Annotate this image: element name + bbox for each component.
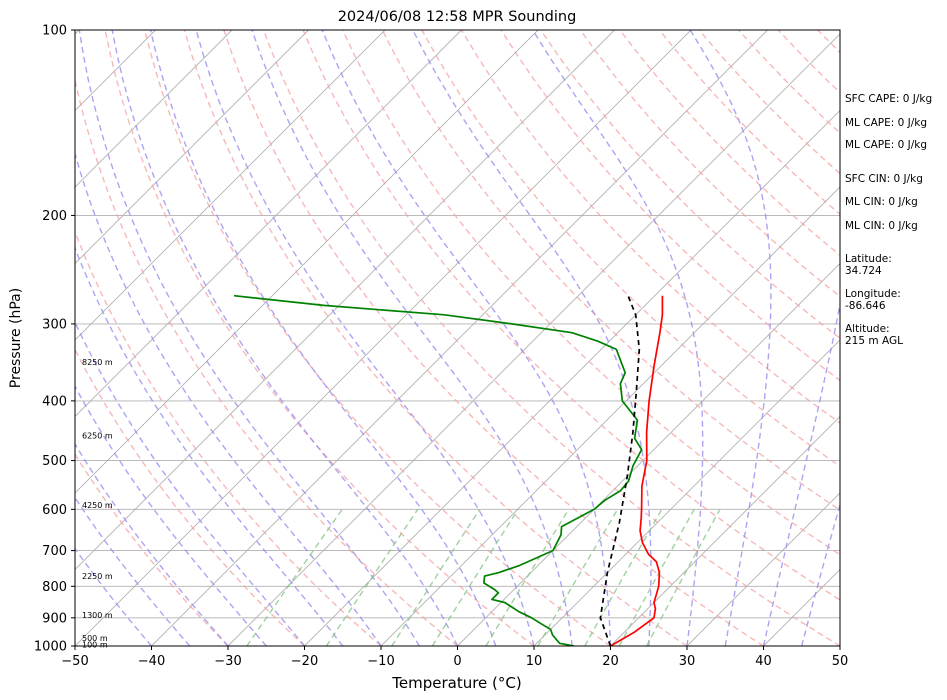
moist-adiabat [75, 151, 382, 646]
info-panel: SFC CAPE: 0 J/kg ML CAPE: 0 J/kg ML CAPE… [845, 93, 932, 347]
height-label: 8250 m [82, 358, 113, 367]
temperature-profile-line [610, 295, 664, 646]
height-label: 1300 m [82, 611, 113, 620]
mixing-ratio-line [431, 508, 519, 646]
dry-adiabat [75, 348, 305, 646]
x-tick-label: 0 [453, 654, 461, 669]
x-tick-label: 20 [602, 654, 619, 669]
isotherm-line [457, 262, 840, 646]
height-label: 500 m [82, 634, 108, 643]
data-series [233, 294, 664, 646]
x-tick-label: −40 [138, 654, 165, 669]
height-label: 6250 m [82, 431, 113, 440]
dry-adiabat [262, 30, 840, 646]
moist-adiabat [532, 30, 704, 646]
longitude-value: -86.646 [845, 300, 886, 312]
height-label: 2250 m [82, 572, 113, 581]
latitude-value: 34.724 [845, 265, 882, 277]
x-axis-label: Temperature (°C) [391, 674, 521, 692]
isotherm-line [610, 415, 840, 646]
isotherm-line [75, 30, 615, 571]
isotherm-line [686, 492, 840, 646]
dry-adiabat [104, 30, 535, 646]
mixing-ratio-line [645, 508, 721, 646]
x-tick-label: 40 [755, 654, 772, 669]
axis-ticks: −50 −40 −30 −20 −10 0 10 20 30 40 50 1000 900 800 700 6… [34, 24, 848, 670]
mixing-ratio-line [325, 508, 419, 646]
y-tick-label: 700 [42, 544, 67, 559]
moist-adiabat [251, 30, 573, 646]
height-label: 100 m [82, 640, 108, 649]
moist-adiabat [321, 30, 612, 646]
isotherm-line [533, 339, 840, 646]
y-tick-label: 1000 [34, 640, 67, 655]
moist-adiabat [111, 30, 459, 646]
parcel-profile-line [599, 295, 641, 646]
y-tick-label: 100 [42, 24, 67, 39]
chart-title: 2024/06/08 12:58 MPR Sounding [338, 9, 577, 25]
isotherm-line [227, 33, 840, 646]
height-label: 4250 m [82, 501, 113, 510]
dewpoint-profile-line [233, 294, 643, 646]
ml-cin-text-2: ML CIN: 0 J/kg [845, 220, 918, 232]
moist-adiabat [689, 30, 772, 646]
ml-cin-text: ML CIN: 0 J/kg [845, 196, 918, 208]
moist-adiabat [149, 30, 497, 646]
x-tick-label: 50 [832, 654, 849, 669]
mixing-ratio-line [391, 508, 481, 646]
isotherm-line [75, 30, 462, 418]
sfc-cape-text: SFC CAPE: 0 J/kg [845, 93, 932, 105]
longitude-label: Longitude: [845, 288, 901, 300]
isotherm-line [151, 30, 768, 646]
ml-cape-text: ML CAPE: 0 J/kg [845, 117, 927, 129]
moist-adiabat [412, 30, 652, 646]
dry-adiabat [144, 30, 611, 646]
x-tick-label: 30 [679, 654, 696, 669]
mixing-ratio-line [618, 508, 695, 646]
x-tick-label: 10 [526, 654, 543, 669]
isotherm-line [75, 30, 539, 494]
moist-adiabat [75, 384, 267, 646]
dry-adiabat [183, 30, 688, 646]
isotherm-line [304, 109, 840, 646]
moist-adiabat [75, 246, 344, 646]
isotherm-line [75, 30, 309, 265]
moist-adiabat [78, 30, 420, 646]
mixing-ratio-line [584, 508, 663, 646]
moist-adiabat [75, 442, 229, 646]
mixing-ratio-line [485, 508, 570, 646]
isotherm-line [75, 30, 233, 188]
dry-adiabat [75, 229, 382, 646]
latitude-label: Latitude: [845, 253, 892, 265]
sfc-cin-text: SFC CIN: 0 J/kg [845, 173, 923, 185]
x-tick-label: −30 [214, 654, 241, 669]
y-tick-label: 900 [42, 611, 67, 626]
y-tick-label: 600 [42, 503, 67, 518]
dry-adiabat [579, 30, 840, 298]
mixing-ratio-line [246, 508, 343, 646]
isotherm-line [75, 30, 692, 646]
y-tick-label: 800 [42, 580, 67, 595]
ml-cape-text-2: ML CAPE: 0 J/kg [845, 139, 927, 151]
isotherm-line [380, 186, 840, 646]
x-tick-label: −10 [367, 654, 394, 669]
y-tick-label: 200 [42, 209, 67, 224]
background-lines [75, 30, 840, 646]
moist-adiabat [801, 502, 840, 646]
dry-adiabat [75, 77, 458, 646]
x-tick-label: −20 [291, 654, 318, 669]
y-tick-label: 400 [42, 394, 67, 409]
moist-adiabat [195, 30, 535, 646]
altitude-value: 215 m AGL [845, 335, 903, 347]
y-tick-label: 500 [42, 454, 67, 469]
y-tick-label: 300 [42, 317, 67, 332]
altitude-label: Altitude: [845, 323, 890, 335]
isotherm-line [75, 30, 386, 341]
y-axis-label: Pressure (hPa) [8, 288, 24, 388]
x-tick-label: −50 [61, 654, 88, 669]
moist-adiabat [762, 300, 840, 646]
